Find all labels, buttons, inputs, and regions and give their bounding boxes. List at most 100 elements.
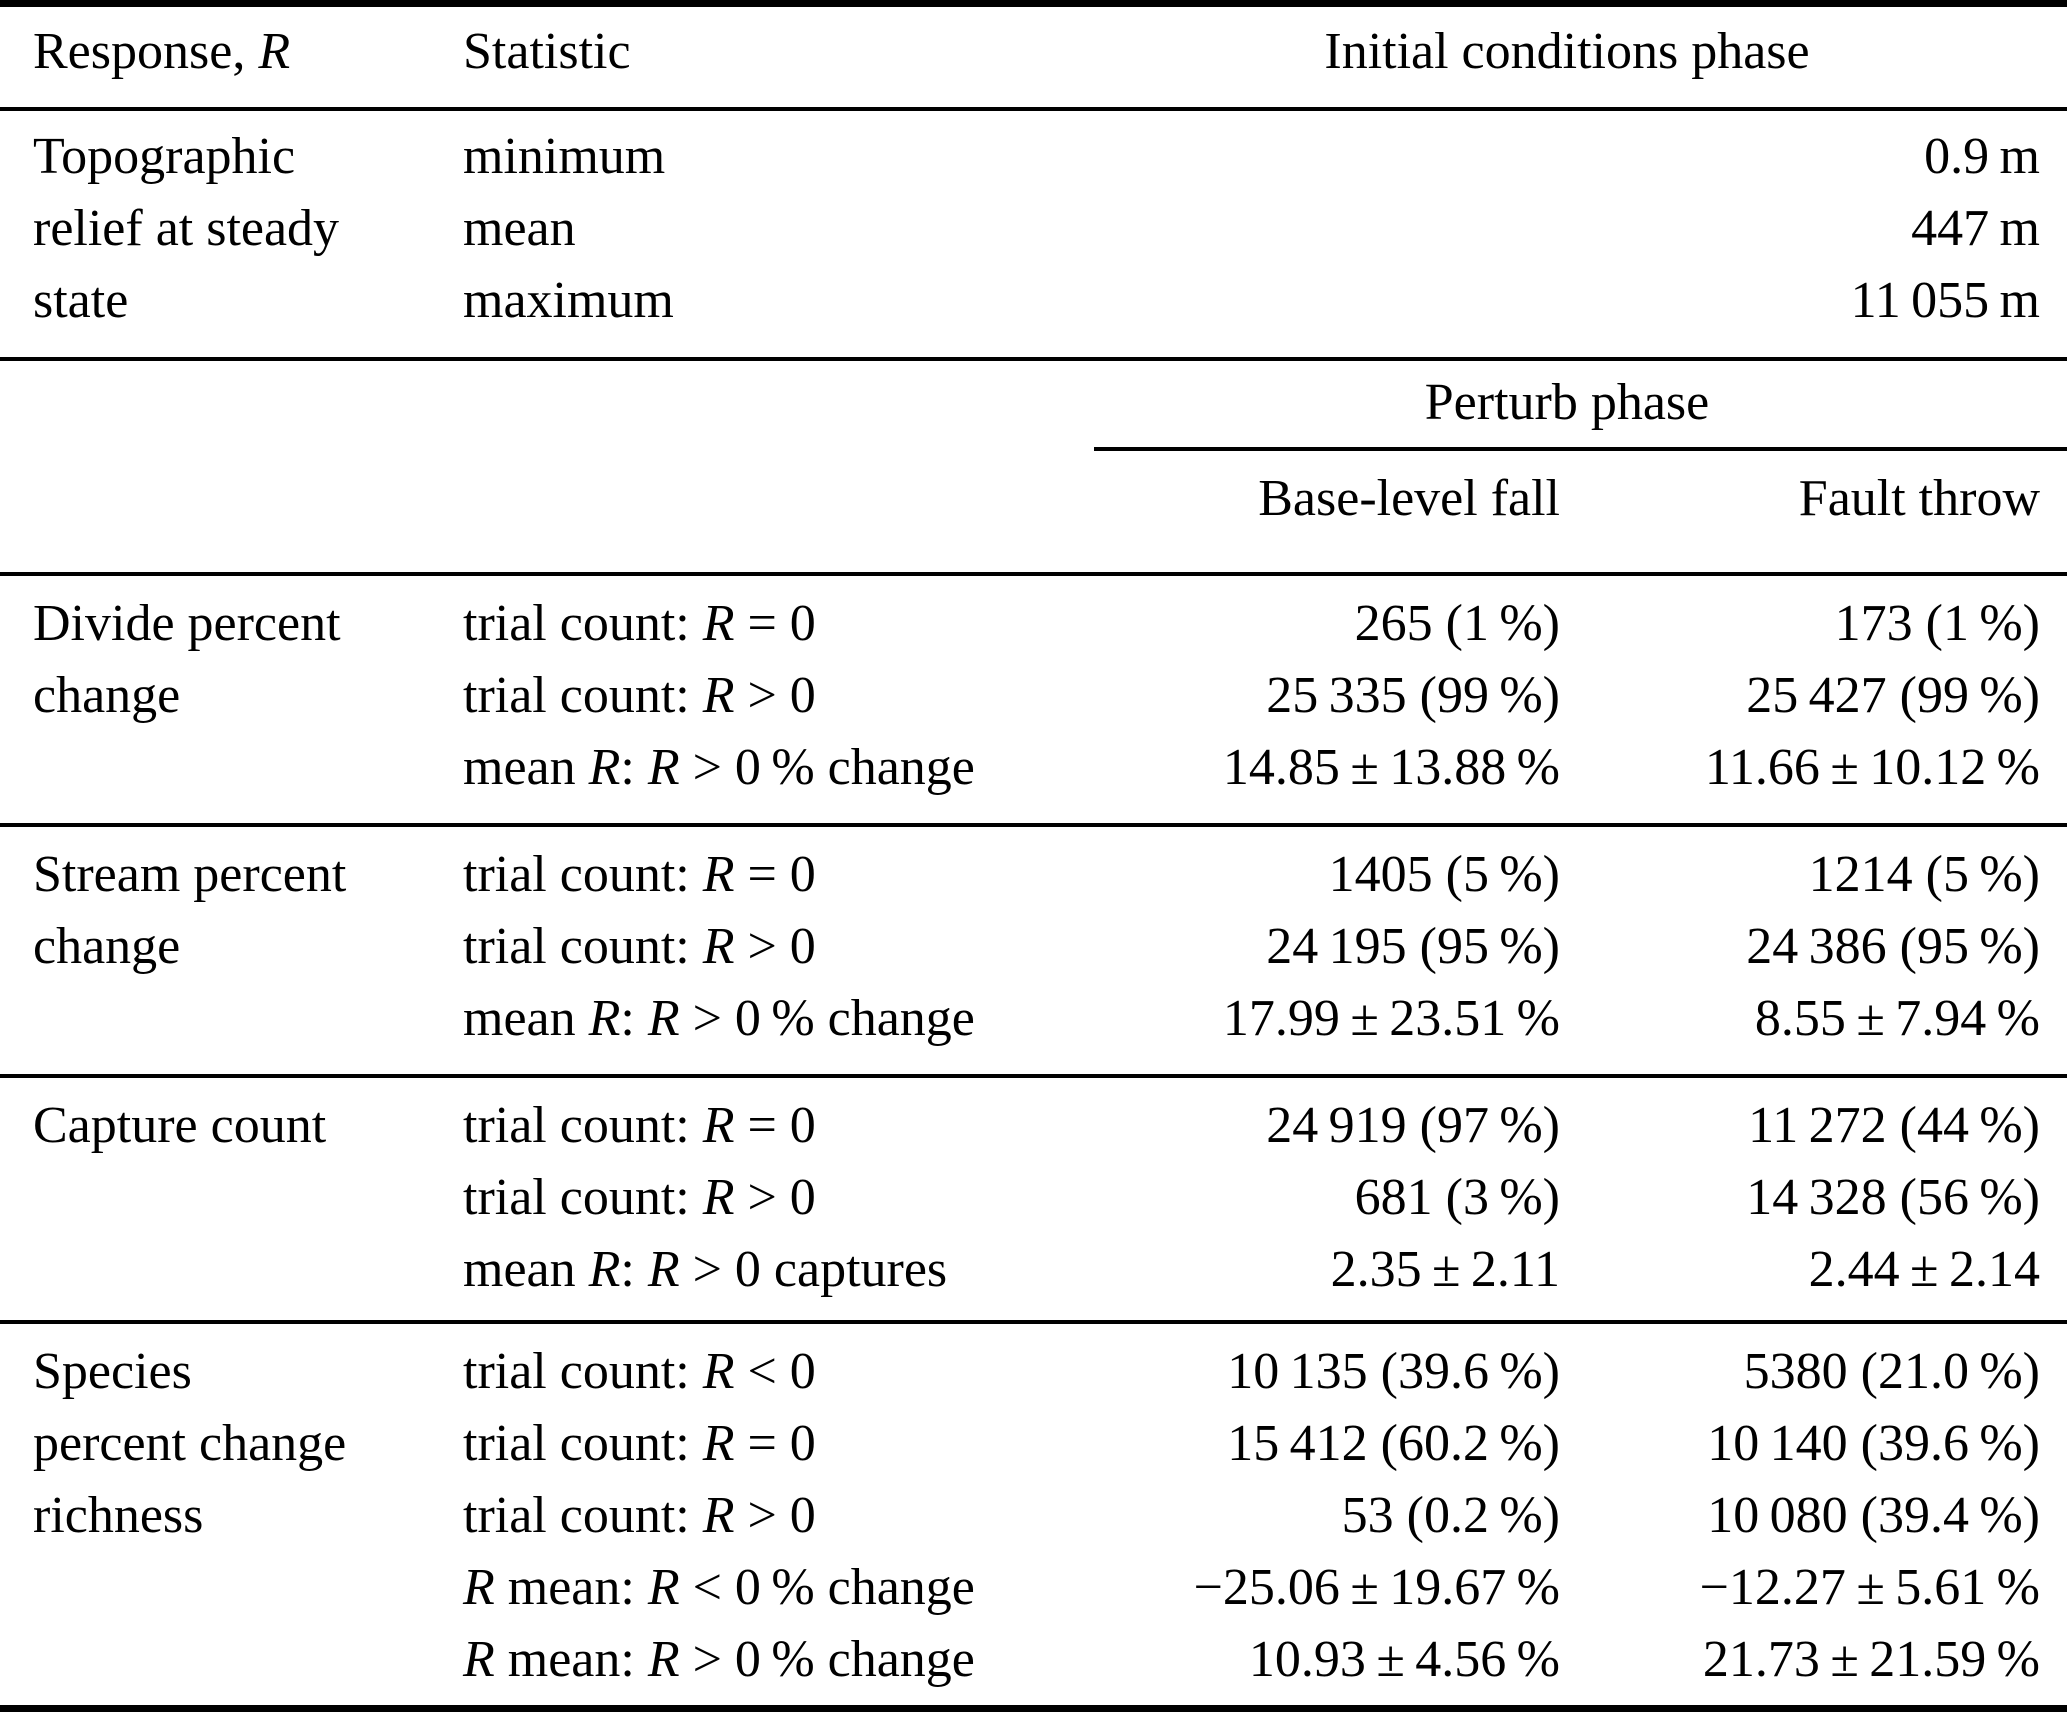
statistic-column-header: Statistic: [463, 23, 631, 80]
response-cell: percent change: [33, 1415, 347, 1472]
value-cell-fault-throw: 173 (1 %): [1834, 595, 2040, 652]
statistic-cell: mean: [463, 200, 576, 257]
table-row: R mean: R < 0 % change −25.06 ± 19.67 % …: [0, 1552, 2067, 1624]
group-divide-percent-change: Divide percent trial count: R = 0 265 (1…: [0, 588, 2067, 804]
response-cell: change: [33, 918, 181, 975]
top-rule: [0, 0, 2067, 7]
statistic-cell: R mean: R > 0 % change: [463, 1631, 975, 1688]
value-cell-fault-throw: 2.44 ± 2.14: [1808, 1241, 2040, 1298]
statistic-cell: trial count: R > 0: [463, 1487, 816, 1544]
table-row: mean R: R > 0 % change 14.85 ± 13.88 % 1…: [0, 732, 2067, 804]
value-cell-initial: 447 m: [1911, 200, 2040, 257]
rule-after-topographic: [0, 357, 2067, 361]
value-cell-base-level-fall: 265 (1 %): [1354, 595, 1560, 652]
value-cell-fault-throw: 10 080 (39.4 %): [1707, 1487, 2040, 1544]
table-row: change trial count: R > 0 25 335 (99 %) …: [0, 660, 2067, 732]
statistic-cell: trial count: R > 0: [463, 1169, 816, 1226]
statistic-cell: trial count: R > 0: [463, 918, 816, 975]
value-cell-base-level-fall: 14.85 ± 13.88 %: [1222, 739, 1560, 796]
value-cell-base-level-fall: 1405 (5 %): [1328, 846, 1560, 903]
group-topographic-relief: Topographic minimum 0.9 m relief at stea…: [0, 121, 2067, 337]
table-row: mean R: R > 0 captures 2.35 ± 2.11 2.44 …: [0, 1234, 2067, 1306]
value-cell-base-level-fall: 681 (3 %): [1354, 1169, 1560, 1226]
value-cell-base-level-fall: 15 412 (60.2 %): [1227, 1415, 1560, 1472]
response-cell: Species: [33, 1343, 192, 1400]
response-cell: state: [33, 272, 129, 329]
table-row: Topographic minimum 0.9 m: [0, 121, 2067, 193]
response-cell: change: [33, 667, 181, 724]
table-row: change trial count: R > 0 24 195 (95 %) …: [0, 911, 2067, 983]
value-cell-base-level-fall: 53 (0.2 %): [1341, 1487, 1560, 1544]
value-cell-base-level-fall: 2.35 ± 2.11: [1330, 1241, 1560, 1298]
statistic-cell: trial count: R > 0: [463, 667, 816, 724]
group-stream-percent-change: Stream percent trial count: R = 0 1405 (…: [0, 839, 2067, 1055]
statistic-cell: R mean: R < 0 % change: [463, 1559, 975, 1616]
value-cell-fault-throw: −12.27 ± 5.61 %: [1699, 1559, 2040, 1616]
value-cell-base-level-fall: −25.06 ± 19.67 %: [1193, 1559, 1560, 1616]
value-cell-fault-throw: 8.55 ± 7.94 %: [1754, 990, 2040, 1047]
value-cell-base-level-fall: 25 335 (99 %): [1266, 667, 1560, 724]
table-header-row: Response, R Statistic Initial conditions…: [0, 16, 2067, 88]
perturb-phase-rule: [1094, 447, 2067, 451]
table-row: state maximum 11 055 m: [0, 265, 2067, 337]
response-cell: Capture count: [33, 1097, 327, 1154]
value-cell-base-level-fall: 10.93 ± 4.56 %: [1248, 1631, 1560, 1688]
table-row: trial count: R > 0 681 (3 %) 14 328 (56 …: [0, 1162, 2067, 1234]
statistic-cell: trial count: R = 0: [463, 846, 816, 903]
table-row: Stream percent trial count: R = 0 1405 (…: [0, 839, 2067, 911]
group-capture-count: Capture count trial count: R = 0 24 919 …: [0, 1090, 2067, 1306]
table-row: percent change trial count: R = 0 15 412…: [0, 1408, 2067, 1480]
statistic-cell: trial count: R < 0: [463, 1343, 816, 1400]
table-row: richness trial count: R > 0 53 (0.2 %) 1…: [0, 1480, 2067, 1552]
statistic-cell: minimum: [463, 128, 666, 185]
table-row: Divide percent trial count: R = 0 265 (1…: [0, 588, 2067, 660]
table-row: Species trial count: R < 0 10 135 (39.6 …: [0, 1336, 2067, 1408]
statistic-cell: mean R: R > 0 captures: [463, 1241, 948, 1298]
value-cell-initial: 0.9 m: [1924, 128, 2040, 185]
response-cell: richness: [33, 1487, 204, 1544]
value-cell-initial: 11 055 m: [1850, 272, 2040, 329]
statistic-cell: mean R: R > 0 % change: [463, 739, 975, 796]
response-cell: relief at steady: [33, 200, 340, 257]
group-species-richness: Species trial count: R < 0 10 135 (39.6 …: [0, 1336, 2067, 1696]
value-cell-fault-throw: 14 328 (56 %): [1746, 1169, 2040, 1226]
perturb-phase-header: Perturb phase: [1424, 374, 1710, 431]
value-cell-base-level-fall: 17.99 ± 23.51 %: [1222, 990, 1560, 1047]
value-cell-base-level-fall: 10 135 (39.6 %): [1227, 1343, 1560, 1400]
value-cell-fault-throw: 24 386 (95 %): [1746, 918, 2040, 975]
rule-after-divide: [0, 823, 2067, 827]
base-level-fall-header: Base-level fall: [1258, 470, 1560, 527]
rule-after-capture: [0, 1320, 2067, 1324]
table-row: relief at steady mean 447 m: [0, 193, 2067, 265]
fault-throw-header: Fault throw: [1798, 470, 2040, 527]
bottom-rule: [0, 1705, 2067, 1712]
table-row: mean R: R > 0 % change 17.99 ± 23.51 % 8…: [0, 983, 2067, 1055]
value-cell-fault-throw: 11 272 (44 %): [1748, 1097, 2040, 1154]
value-cell-fault-throw: 1214 (5 %): [1808, 846, 2040, 903]
perturb-columns-band: Base-level fall Fault throw: [0, 463, 2067, 535]
table-row: R mean: R > 0 % change 10.93 ± 4.56 % 21…: [0, 1624, 2067, 1696]
response-cell: Divide percent: [33, 595, 341, 652]
statistic-cell: trial count: R = 0: [463, 1415, 816, 1472]
statistic-cell: maximum: [463, 272, 674, 329]
statistic-cell: mean R: R > 0 % change: [463, 990, 975, 1047]
statistic-cell: trial count: R = 0: [463, 1097, 816, 1154]
value-cell-base-level-fall: 24 195 (95 %): [1266, 918, 1560, 975]
initial-conditions-phase-header: Initial conditions phase: [1324, 23, 1810, 80]
statistic-cell: trial count: R = 0: [463, 595, 816, 652]
value-cell-fault-throw: 11.66 ± 10.12 %: [1704, 739, 2040, 796]
response-cell: Topographic: [33, 128, 296, 185]
header-rule: [0, 107, 2067, 111]
response-column-header: Response, R: [33, 23, 291, 80]
rule-after-stream: [0, 1074, 2067, 1078]
value-cell-fault-throw: 5380 (21.0 %): [1743, 1343, 2040, 1400]
value-cell-fault-throw: 25 427 (99 %): [1746, 667, 2040, 724]
value-cell-fault-throw: 21.73 ± 21.59 %: [1702, 1631, 2040, 1688]
response-cell: Stream percent: [33, 846, 347, 903]
perturb-phase-band: Perturb phase: [0, 367, 2067, 439]
value-cell-base-level-fall: 24 919 (97 %): [1266, 1097, 1560, 1154]
rule-after-column-headers: [0, 572, 2067, 576]
value-cell-fault-throw: 10 140 (39.6 %): [1707, 1415, 2040, 1472]
table-row: Capture count trial count: R = 0 24 919 …: [0, 1090, 2067, 1162]
